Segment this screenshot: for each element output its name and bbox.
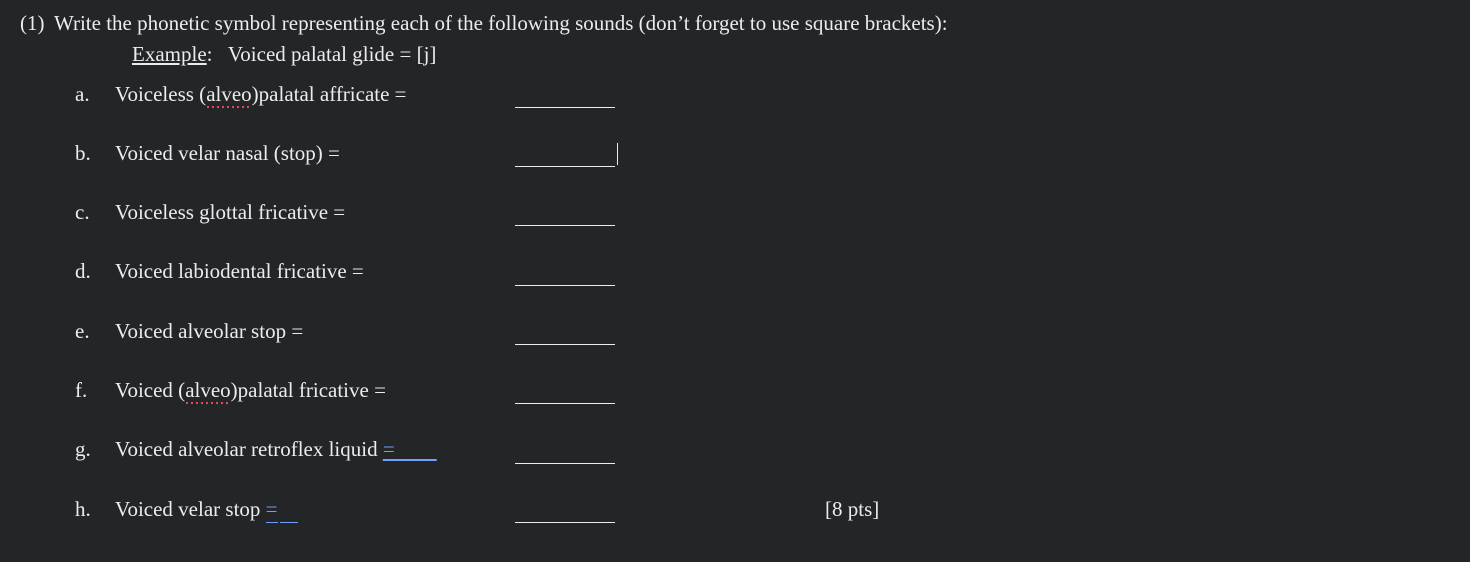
answer-cell	[515, 318, 645, 345]
list-item: a.Voiceless (alveo)palatal affricate =	[75, 81, 1450, 108]
item-text-pre: Voiced labiodental fricative =	[115, 259, 364, 283]
question-prompt: Write the phonetic symbol representing e…	[54, 10, 1450, 37]
item-text-post: )palatal fricative =	[231, 378, 386, 402]
item-text-pre: Voiced alveolar stop =	[115, 319, 303, 343]
item-text-pre: Voiced velar nasal (stop) =	[115, 141, 340, 165]
answer-cell	[515, 377, 645, 404]
answer-cell	[515, 199, 645, 226]
answer-cell	[515, 436, 645, 463]
item-text-pre: Voiced (	[115, 378, 185, 402]
example-answer: [j]	[417, 42, 437, 66]
item-prompt: Voiced alveolar retroflex liquid =	[115, 436, 515, 463]
item-prompt: Voiced velar nasal (stop) =	[115, 140, 515, 167]
answer-blank[interactable]	[515, 204, 615, 226]
spellcheck-word: alveo	[206, 81, 251, 108]
answer-cell	[515, 496, 645, 523]
item-letter: c.	[75, 199, 115, 226]
list-item: c.Voiceless glottal fricative =	[75, 199, 1450, 226]
item-letter: f.	[75, 377, 115, 404]
answer-blank[interactable]	[515, 86, 615, 108]
answer-blank[interactable]	[515, 382, 615, 404]
item-prompt: Voiced labiodental fricative =	[115, 258, 515, 285]
list-item: d.Voiced labiodental fricative =	[75, 258, 1450, 285]
item-prompt: Voiceless (alveo)palatal affricate =	[115, 81, 515, 108]
spellcheck-word: alveo	[185, 377, 230, 404]
answer-blank[interactable]	[515, 442, 615, 464]
item-letter: d.	[75, 258, 115, 285]
answer-blank[interactable]	[515, 323, 615, 345]
question-header: (1) Write the phonetic symbol representi…	[20, 10, 1450, 37]
item-letter: e.	[75, 318, 115, 345]
list-item: f.Voiced (alveo)palatal fricative =	[75, 377, 1450, 404]
text-cursor	[617, 143, 618, 165]
points-label: [8 pts]	[825, 496, 879, 523]
question-number: (1)	[20, 10, 54, 37]
item-letter: a.	[75, 81, 115, 108]
answer-blank[interactable]	[515, 501, 615, 523]
list-item: h.Voiced velar stop = [8 pts]	[75, 496, 1450, 523]
item-prompt: Voiced (alveo)palatal fricative =	[115, 377, 515, 404]
item-letter: g.	[75, 436, 115, 463]
answer-cell	[515, 140, 645, 167]
item-text-pre: Voiced alveolar retroflex liquid	[115, 437, 383, 461]
example-label: Example	[132, 42, 207, 66]
answer-cell	[515, 81, 645, 108]
item-text-post: )palatal affricate =	[252, 82, 407, 106]
equals-link[interactable]: =	[383, 437, 437, 461]
items-list: a.Voiceless (alveo)palatal affricate =b.…	[20, 81, 1450, 523]
link-tail	[280, 522, 298, 523]
item-text-pre: Voiceless (	[115, 82, 206, 106]
answer-blank[interactable]	[515, 145, 615, 167]
item-text-pre: Voiceless glottal fricative =	[115, 200, 345, 224]
equals-link[interactable]: =	[266, 497, 278, 523]
item-text-pre: Voiced velar stop	[115, 497, 266, 521]
item-prompt: Voiced alveolar stop =	[115, 318, 515, 345]
list-item: e.Voiced alveolar stop =	[75, 318, 1450, 345]
item-prompt: Voiced velar stop =	[115, 496, 515, 523]
worksheet-page: (1) Write the phonetic symbol representi…	[0, 0, 1470, 523]
item-prompt: Voiceless glottal fricative =	[115, 199, 515, 226]
list-item: b.Voiced velar nasal (stop) =	[75, 140, 1450, 167]
answer-blank[interactable]	[515, 264, 615, 286]
answer-cell	[515, 258, 645, 285]
item-letter: h.	[75, 496, 115, 523]
example-text: : Voiced palatal glide =	[207, 42, 417, 66]
example-row: Example: Voiced palatal glide = [j]	[20, 41, 1450, 68]
item-letter: b.	[75, 140, 115, 167]
list-item: g.Voiced alveolar retroflex liquid =	[75, 436, 1450, 463]
